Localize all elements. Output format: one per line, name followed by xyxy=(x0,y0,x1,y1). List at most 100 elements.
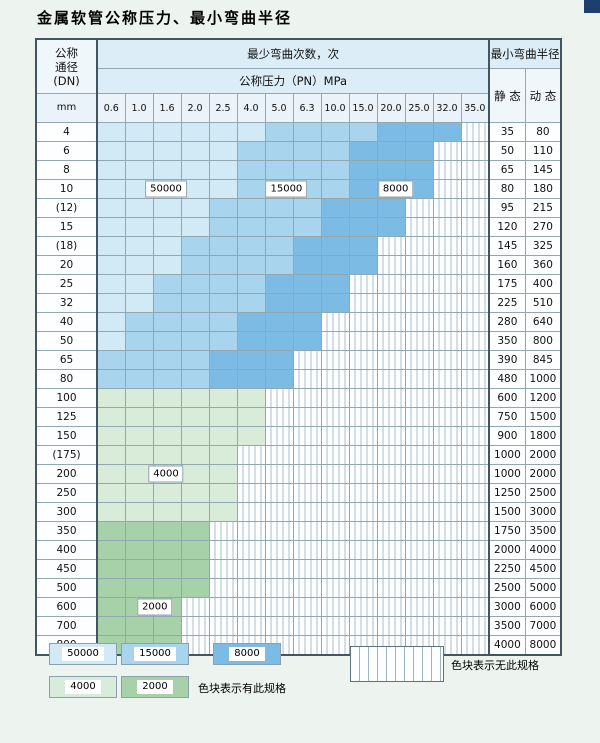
spec-cell-8000 xyxy=(404,141,434,161)
spec-cell-15000 xyxy=(264,141,294,161)
dn-cell: 600 xyxy=(35,597,98,617)
spec-cell-8000 xyxy=(208,350,238,370)
spec-cell-15000 xyxy=(208,312,238,332)
no-spec-cell xyxy=(376,350,406,370)
no-spec-cell xyxy=(320,483,350,503)
dn-unit-header: mm xyxy=(35,93,98,123)
legend-swatch-8000: 8000 xyxy=(213,643,281,665)
no-spec-cell xyxy=(432,274,462,294)
no-spec-cell xyxy=(432,236,462,256)
spec-cell-50000 xyxy=(124,293,154,313)
spec-cell-4000 xyxy=(208,502,238,522)
spec-cell-15000 xyxy=(180,236,210,256)
no-spec-cell xyxy=(404,445,434,465)
no-spec-cell xyxy=(292,578,322,598)
no-spec-cell xyxy=(376,293,406,313)
no-spec-cell xyxy=(432,502,462,522)
spec-cell-50000 xyxy=(124,236,154,256)
page-title: 金属软管公称压力、最小弯曲半径 xyxy=(37,9,293,27)
spec-cell-2000 xyxy=(96,540,126,560)
spec-cell-15000 xyxy=(236,179,266,199)
no-spec-cell xyxy=(460,483,490,503)
dn-cell: 250 xyxy=(35,483,98,503)
no-spec-cell xyxy=(292,426,322,446)
spec-cell-50000 xyxy=(124,217,154,237)
no-spec-cell xyxy=(208,578,238,598)
no-spec-cell xyxy=(432,160,462,180)
spec-cell-15000 xyxy=(124,331,154,351)
table-row-dn-40: 40 280 640 xyxy=(35,312,562,332)
table-row-dn-65: 65 390 845 xyxy=(35,350,562,370)
no-spec-cell xyxy=(292,350,322,370)
dynamic-radius-cell: 325 xyxy=(524,236,562,256)
no-spec-cell xyxy=(348,312,378,332)
no-spec-cell xyxy=(264,502,294,522)
table-row-dn-500: 500 2500 5000 xyxy=(35,578,562,598)
table-row-dn-200: 200 1000 2000 xyxy=(35,464,562,484)
no-spec-cell xyxy=(236,483,266,503)
spec-cell-15000 xyxy=(152,331,182,351)
no-spec-cell xyxy=(264,578,294,598)
static-radius-cell: 1000 xyxy=(488,464,526,484)
spec-cell-15000 xyxy=(236,236,266,256)
no-spec-cell xyxy=(404,426,434,446)
static-radius-cell: 3000 xyxy=(488,597,526,617)
spec-cell-15000 xyxy=(348,122,378,142)
spec-cell-15000 xyxy=(236,198,266,218)
pressure-value-header: 4.0 xyxy=(236,93,266,123)
table-row-dn-25: 25 175 400 xyxy=(35,274,562,294)
no-spec-cell xyxy=(460,350,490,370)
spec-cell-15000 xyxy=(292,160,322,180)
cycles-label-15000: 15000 xyxy=(265,180,308,197)
no-spec-cell xyxy=(432,293,462,313)
static-radius-cell: 480 xyxy=(488,369,526,389)
no-spec-cell xyxy=(348,350,378,370)
spec-cell-50000 xyxy=(124,122,154,142)
corner-mark xyxy=(584,0,600,13)
spec-cell-50000 xyxy=(152,217,182,237)
static-radius-cell: 900 xyxy=(488,426,526,446)
no-spec-cell xyxy=(404,521,434,541)
pressure-value-header: 1.6 xyxy=(152,93,182,123)
spec-cell-15000 xyxy=(208,198,238,218)
no-spec-cell xyxy=(460,616,490,636)
spec-cell-8000 xyxy=(320,255,350,275)
dn-cell: 80 xyxy=(35,369,98,389)
spec-cell-50000 xyxy=(96,122,126,142)
spec-cell-2000 xyxy=(180,521,210,541)
spec-cell-15000 xyxy=(180,369,210,389)
no-spec-cell xyxy=(236,616,266,636)
spec-cell-15000 xyxy=(180,350,210,370)
spec-cell-15000 xyxy=(320,141,350,161)
spec-cell-4000 xyxy=(208,464,238,484)
dn-cell: (175) xyxy=(35,445,98,465)
spec-cell-8000 xyxy=(264,274,294,294)
spec-cell-4000 xyxy=(96,407,126,427)
no-spec-cell xyxy=(460,160,490,180)
spec-cell-4000 xyxy=(208,407,238,427)
spec-cell-50000 xyxy=(180,160,210,180)
no-spec-cell xyxy=(180,597,210,617)
no-spec-cell xyxy=(348,521,378,541)
spec-cell-8000 xyxy=(376,141,406,161)
table-row-dn-6: 6 50 110 xyxy=(35,141,562,161)
no-spec-cell xyxy=(460,426,490,446)
spec-cell-15000 xyxy=(292,122,322,142)
no-spec-cell xyxy=(376,445,406,465)
table-row-dn-175: (175) 1000 2000 xyxy=(35,445,562,465)
static-radius-cell: 80 xyxy=(488,179,526,199)
no-spec-cell xyxy=(348,597,378,617)
spec-cell-8000 xyxy=(236,350,266,370)
dynamic-radius-cell: 4500 xyxy=(524,559,562,579)
dynamic-radius-cell: 6000 xyxy=(524,597,562,617)
static-radius-cell: 750 xyxy=(488,407,526,427)
no-spec-cell xyxy=(320,388,350,408)
dn-cell: 500 xyxy=(35,578,98,598)
cycles-label-4000: 4000 xyxy=(148,465,184,482)
no-spec-cell xyxy=(460,502,490,522)
no-spec-cell xyxy=(320,578,350,598)
static-radius-cell: 2500 xyxy=(488,578,526,598)
no-spec-cell xyxy=(264,464,294,484)
spec-cell-50000 xyxy=(96,217,126,237)
no-spec-cell xyxy=(404,293,434,313)
